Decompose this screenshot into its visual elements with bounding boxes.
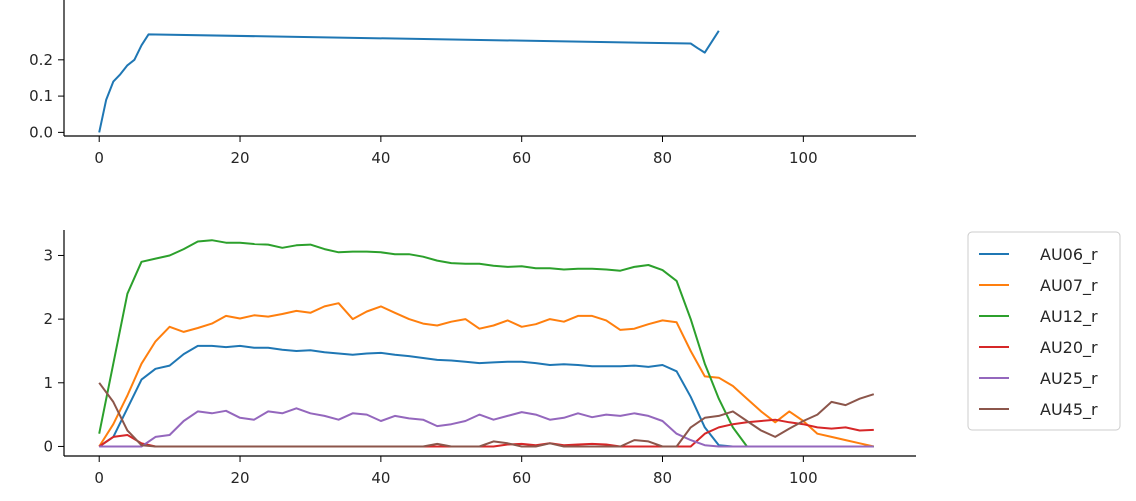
legend-label-au25-r: AU25_r (1040, 369, 1098, 389)
y-tick-label: 0.2 (29, 51, 53, 69)
legend-label-au20-r: AU20_r (1040, 338, 1098, 358)
y-tick-label: 0.1 (29, 87, 53, 105)
series-line (98, 30, 720, 133)
x-tick-label: 20 (230, 469, 249, 487)
series-lines (98, 239, 875, 448)
x-tick-label: 0 (94, 149, 104, 167)
x-tick-label: 100 (789, 149, 818, 167)
y-tick-label: 0 (43, 437, 53, 455)
legend: AU06_r AU07_r AU12_r AU20_r AU25_r AU45_r (967, 231, 1121, 431)
x-tick-label: 80 (653, 469, 672, 487)
x-tick-label: 100 (789, 469, 818, 487)
y-tick-label: 1 (43, 374, 53, 392)
y-tick-label: 0.0 (29, 123, 53, 141)
series-line-au25-r (99, 407, 874, 448)
x-tick-label: 80 (653, 149, 672, 167)
legend-label-au07-r: AU07_r (1040, 276, 1098, 296)
x-tick-label: 60 (512, 469, 531, 487)
series-line-au12-r (98, 239, 874, 448)
legend-label-au12-r: AU12_r (1040, 307, 1098, 327)
top-subplot: 0 20 40 60 80 100 0.0 0.1 0.2 (29, 0, 916, 167)
series-line-au45-r (98, 382, 875, 448)
legend-label-au06-r: AU06_r (1040, 245, 1098, 265)
y-tick-label: 2 (43, 310, 53, 328)
series-line-au06-r (98, 344, 874, 448)
x-tick-label: 0 (94, 469, 104, 487)
legend-frame (967, 231, 1121, 431)
legend-label-au45-r: AU45_r (1040, 400, 1098, 420)
x-tick-label: 20 (230, 149, 249, 167)
series-lines (98, 30, 720, 133)
series-line-au20-r (98, 418, 874, 448)
x-tick-label: 60 (512, 149, 531, 167)
x-tick-label: 40 (371, 469, 390, 487)
series-line-au07-r (98, 302, 875, 448)
y-tick-label: 3 (43, 246, 53, 264)
bottom-subplot: 0 20 40 60 80 100 0 1 2 3 (43, 230, 916, 487)
x-tick-label: 40 (371, 149, 390, 167)
